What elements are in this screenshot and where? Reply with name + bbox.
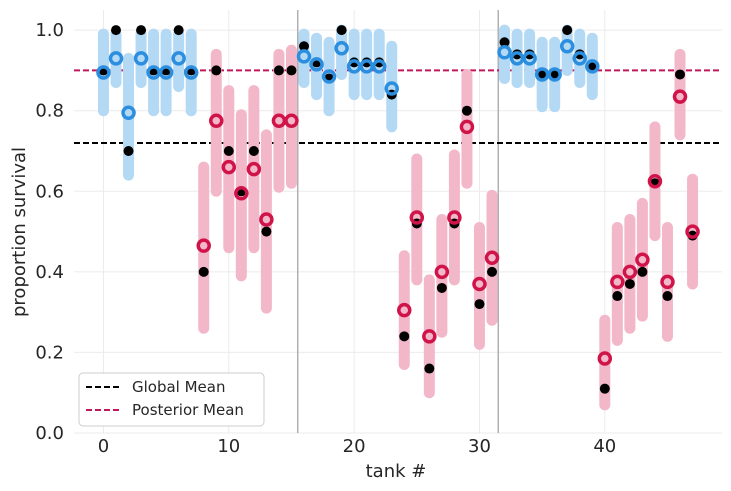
observed-point xyxy=(675,69,686,80)
posterior-point xyxy=(246,161,262,177)
x-tick-label: 30 xyxy=(468,436,491,457)
posterior-point xyxy=(309,57,324,72)
observed-point xyxy=(286,65,297,76)
legend-global-mean-label: Global Mean xyxy=(132,378,226,396)
x-tick-label: 10 xyxy=(217,436,240,457)
observed-point xyxy=(123,146,134,156)
posterior-point xyxy=(409,210,425,225)
observed-point xyxy=(336,25,347,36)
posterior-point xyxy=(397,302,412,318)
observed-point xyxy=(612,291,623,302)
observed-point xyxy=(499,37,510,48)
x-tick-label: 0 xyxy=(98,436,109,457)
posterior-point xyxy=(234,186,249,201)
observed-point xyxy=(198,266,209,277)
posterior-point xyxy=(422,329,437,344)
observed-point xyxy=(537,69,548,80)
observed-point xyxy=(399,331,410,342)
observed-point xyxy=(211,65,222,76)
posterior-point xyxy=(597,351,613,366)
observed-point xyxy=(599,383,610,394)
posterior-point xyxy=(559,39,575,54)
y-tick-labels: 0.0 0.2 0.4 0.6 0.8 1.0 xyxy=(35,20,64,444)
observed-point xyxy=(273,65,284,76)
posterior-point xyxy=(585,59,600,74)
posterior-point xyxy=(647,173,663,189)
posterior-point xyxy=(660,274,675,290)
posterior-point xyxy=(133,51,149,66)
observed-point xyxy=(110,25,121,36)
posterior-point xyxy=(158,65,174,80)
legend: Global Mean Posterior Mean xyxy=(78,372,265,427)
observed-point xyxy=(248,146,259,156)
observed-point xyxy=(587,61,598,72)
posterior-point xyxy=(484,250,500,266)
posterior-point xyxy=(296,49,312,64)
y-tick-label: 1.0 xyxy=(35,20,64,41)
x-axis-label: tank # xyxy=(366,461,427,482)
posterior-points xyxy=(96,39,700,366)
posterior-point xyxy=(371,59,387,74)
posterior-point xyxy=(183,65,199,80)
posterior-point xyxy=(259,212,274,227)
posterior-point xyxy=(209,113,224,129)
observed-point xyxy=(474,299,485,310)
legend-box xyxy=(78,372,265,427)
observed-point xyxy=(298,41,309,52)
posterior-point xyxy=(459,119,475,135)
legend-posterior-mean-label: Posterior Mean xyxy=(132,401,244,419)
posterior-point xyxy=(472,276,487,292)
posterior-point xyxy=(434,264,450,280)
observed-point xyxy=(223,146,234,156)
posterior-point xyxy=(447,210,462,225)
posterior-point xyxy=(196,238,211,253)
x-tick-labels: 0 10 20 30 40 xyxy=(98,436,617,457)
y-tick-label: 0.6 xyxy=(35,181,64,202)
posterior-point xyxy=(672,89,688,104)
observed-point xyxy=(436,282,447,293)
posterior-point xyxy=(572,51,587,66)
observed-point xyxy=(261,226,272,237)
posterior-point xyxy=(685,224,700,239)
posterior-point xyxy=(96,65,111,80)
observed-point xyxy=(624,278,635,289)
posterior-point xyxy=(321,69,337,84)
observed-point xyxy=(136,25,147,36)
observed-point xyxy=(562,25,573,36)
posterior-point xyxy=(547,67,562,82)
posterior-point xyxy=(221,159,237,175)
observed-point xyxy=(487,266,498,277)
observed-point xyxy=(424,363,435,374)
observed-point xyxy=(637,266,648,277)
y-tick-label: 0.0 xyxy=(35,423,64,444)
observed-point xyxy=(549,69,560,80)
group-separator-lines xyxy=(296,10,500,433)
posterior-point xyxy=(384,81,399,96)
x-tick-label: 20 xyxy=(343,436,366,457)
posterior-point xyxy=(522,51,537,66)
observed-point xyxy=(461,105,472,116)
posterior-point xyxy=(121,105,136,120)
observed-point xyxy=(662,291,673,302)
posterior-point xyxy=(108,51,124,66)
posterior-point xyxy=(622,264,638,280)
posterior-point xyxy=(497,45,512,60)
posterior-point xyxy=(171,51,186,66)
y-axis-label: proportion survival xyxy=(9,147,30,317)
posterior-point xyxy=(635,252,650,268)
posterior-point xyxy=(334,41,349,56)
observed-point xyxy=(173,25,184,36)
posterior-point xyxy=(610,274,625,290)
y-tick-label: 0.4 xyxy=(35,262,64,283)
posterior-point xyxy=(284,113,299,129)
y-tick-label: 0.2 xyxy=(35,342,64,363)
x-tick-label: 40 xyxy=(593,436,616,457)
y-tick-label: 0.8 xyxy=(35,101,64,122)
